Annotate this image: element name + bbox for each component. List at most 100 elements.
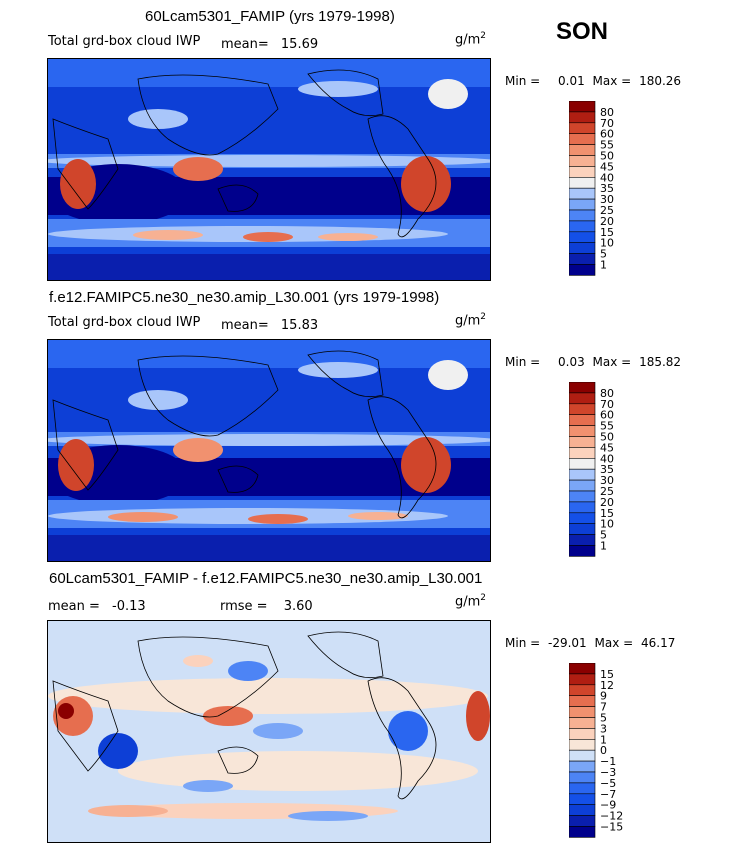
- colorbar-level-label: 7: [600, 701, 607, 714]
- colorbar-swatch: [568, 545, 596, 557]
- colorbar-swatch: [568, 804, 596, 816]
- colorbar-swatch: [568, 771, 596, 784]
- colorbar-swatch: [568, 187, 596, 200]
- colorbar-level-label: 35: [600, 463, 614, 476]
- colorbar-swatch: [568, 209, 596, 222]
- panel3-colorbar: 15 12 9 7 5 3 1 0 −1 −3 −5 −7 −9 −12 −15: [568, 662, 649, 851]
- colorbar-swatch: [568, 414, 596, 426]
- colorbar-swatch: [568, 381, 596, 394]
- panel1-map: [47, 58, 491, 281]
- colorbar-swatch: [568, 512, 596, 525]
- colorbar-swatch: [568, 100, 596, 113]
- colorbar-swatch: [568, 684, 596, 696]
- colorbar-swatch: [568, 144, 596, 156]
- panel3-map: [47, 620, 491, 843]
- colorbar-level-label: 9: [600, 690, 607, 703]
- colorbar-level-label: 30: [600, 193, 614, 206]
- panel3-mean-key: mean =: [48, 599, 100, 614]
- season-label: SON: [556, 18, 609, 45]
- colorbar-swatch: [568, 458, 596, 470]
- colorbar-swatch: [568, 253, 596, 265]
- panel2-minmax: Min = 0.03 Max = 185.82: [505, 355, 681, 369]
- colorbar-level-label: 50: [600, 431, 614, 444]
- panel2-mean-value: 15.83: [280, 318, 319, 333]
- colorbar-swatch: [568, 793, 596, 806]
- colorbar-level-label: 10: [600, 237, 614, 250]
- panel1-mean-label: mean= 15.69: [221, 37, 318, 52]
- panel1-max-key: Max =: [592, 74, 632, 88]
- colorbar-swatch: [568, 198, 596, 211]
- colorbar-level-label: 20: [600, 215, 614, 228]
- panel3-max-key: Max =: [594, 636, 634, 650]
- panel1-max-value: 180.26: [639, 74, 682, 88]
- panel3-mean-value: -0.13: [112, 599, 146, 614]
- colorbar-swatch: [568, 479, 596, 492]
- panel2-title: f.e12.FAMIPC5.ne30_ne30.amip_L30.001 (yr…: [49, 289, 440, 306]
- panel2-colorbar: 80 70 60 55 50 45 40 35 30 25 20 15 10 5 1: [568, 381, 649, 570]
- colorbar-swatch: [568, 490, 596, 503]
- panel2-mean-label: mean= 15.83: [221, 318, 318, 333]
- colorbar-swatch: [568, 425, 596, 437]
- colorbar-swatch: [568, 662, 596, 675]
- colorbar-swatch: [568, 242, 596, 254]
- colorbar-level-label: 60: [600, 409, 614, 422]
- panel2-mean-key: mean=: [221, 318, 269, 333]
- panel1-title: 60Lcam5301_FAMIP (yrs 1979-1998): [145, 8, 395, 25]
- colorbar-level-label: 35: [600, 182, 614, 195]
- panel2-min-value: 0.03: [558, 355, 585, 369]
- colorbar-level-label: 15: [600, 226, 614, 239]
- colorbar-swatch: [568, 231, 596, 244]
- colorbar-swatch: [568, 177, 596, 189]
- panel1-units: g/m2: [455, 31, 487, 48]
- colorbar-level-label: −5: [600, 777, 616, 790]
- panel2-heatmap-svg: [48, 340, 490, 561]
- colorbar-swatch: [568, 447, 596, 459]
- colorbar-level-label: 55: [600, 139, 614, 152]
- colorbar-level-label: 25: [600, 204, 614, 217]
- colorbar-level-label: 1: [600, 540, 607, 553]
- colorbar-level-label: 80: [600, 387, 614, 400]
- panel1-colorbar: 80 70 60 55 50 45 40 35 30 25 20 15 10 5 1: [568, 100, 649, 289]
- colorbar-level-label: 12: [600, 679, 614, 692]
- colorbar-level-label: 15: [600, 507, 614, 520]
- colorbar-swatch: [568, 133, 596, 145]
- panel3-minmax: Min = -29.01 Max = 46.17: [505, 636, 675, 650]
- colorbar-level-label: 10: [600, 518, 614, 531]
- panel1-mean-key: mean=: [221, 37, 269, 52]
- panel1-field-label: Total grd-box cloud IWP: [48, 34, 201, 49]
- panel3-max-value: 46.17: [641, 636, 676, 650]
- colorbar-swatch: [568, 534, 596, 546]
- panel1-min-key: Min =: [505, 74, 541, 88]
- panel3-min-key: Min =: [505, 636, 541, 650]
- panel1-mean-value: 15.69: [280, 37, 319, 52]
- colorbar-swatch: [568, 264, 596, 276]
- colorbar-level-label: −7: [600, 788, 616, 801]
- colorbar-level-label: 1: [600, 733, 607, 746]
- colorbar-swatch: [568, 760, 596, 773]
- colorbar-level-label: −12: [600, 810, 623, 823]
- panel2-field-label: Total grd-box cloud IWP: [48, 315, 201, 330]
- colorbar-swatch: [568, 728, 596, 740]
- panel3-mean-label: mean = -0.13: [48, 599, 146, 614]
- colorbar-level-label: 5: [600, 712, 607, 725]
- colorbar-swatch: [568, 501, 596, 514]
- panel2-max-value: 185.82: [639, 355, 682, 369]
- panel3-title: 60Lcam5301_FAMIP - f.e12.FAMIPC5.ne30_ne…: [49, 570, 483, 587]
- panel2-min-key: Min =: [505, 355, 541, 369]
- colorbar-swatch: [568, 706, 596, 718]
- colorbar-level-label: 45: [600, 160, 614, 173]
- colorbar-swatch: [568, 220, 596, 233]
- colorbar-level-label: 1: [600, 259, 607, 272]
- colorbar-level-label: 0: [600, 744, 607, 757]
- colorbar-swatch: [568, 717, 596, 729]
- colorbar-level-label: 40: [600, 171, 614, 184]
- colorbar-swatch: [568, 403, 596, 415]
- colorbar-level-label: 25: [600, 485, 614, 498]
- colorbar-level-label: 5: [600, 248, 607, 261]
- colorbar-level-label: 50: [600, 150, 614, 163]
- colorbar-swatch: [568, 392, 596, 405]
- colorbar-level-label: 80: [600, 106, 614, 119]
- colorbar-swatch: [568, 523, 596, 535]
